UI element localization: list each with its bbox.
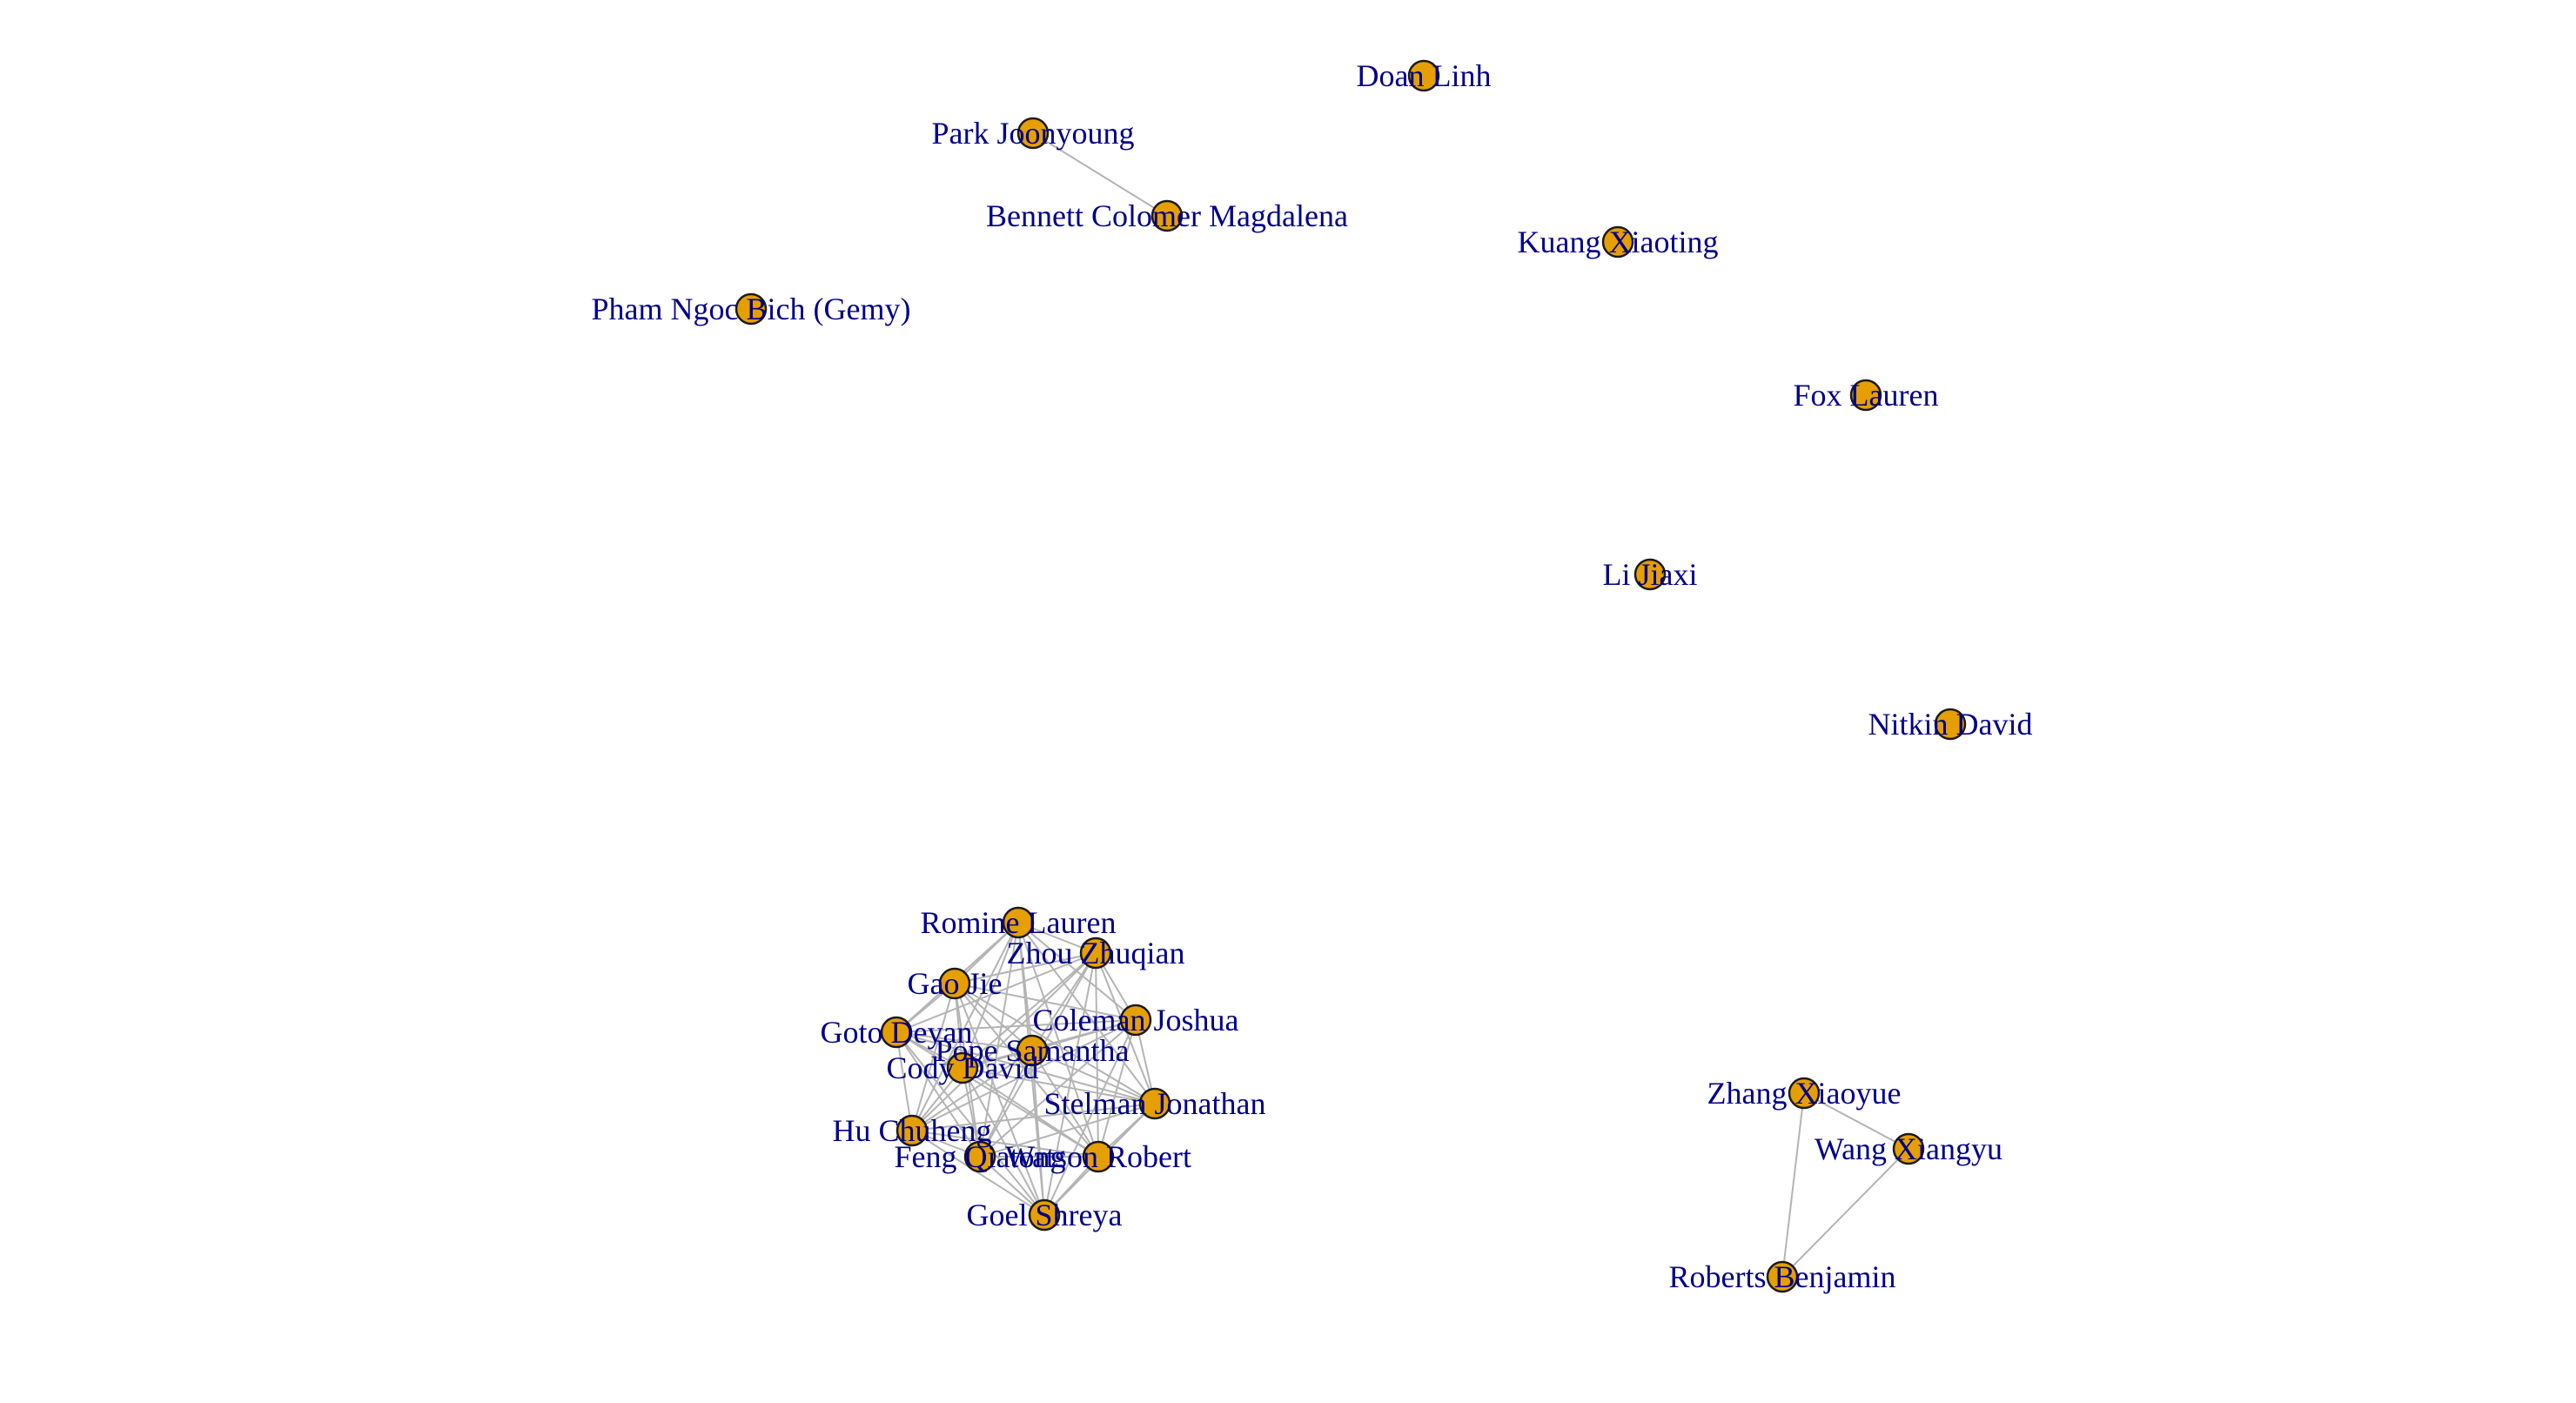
node-label-pope: Pope Samantha [936, 1033, 1130, 1068]
node-label-roberts: Roberts Benjamin [1669, 1259, 1896, 1294]
edge-zhang-wang [1803, 1092, 1909, 1150]
edge-zhou-cody [962, 952, 1097, 1069]
edge-gao-coleman [954, 983, 1137, 1021]
node-kuang [1601, 225, 1634, 258]
node-label-doan: Doan Linh [1357, 58, 1492, 93]
node-label-park: Park Joonyoung [932, 116, 1135, 151]
edge-gao-hu [911, 983, 956, 1131]
node-li [1633, 558, 1667, 591]
node-label-stelman: Stelman Jonathan [1044, 1086, 1266, 1121]
node-fox [1849, 379, 1882, 412]
node-label-feng: Feng Qiatong [895, 1139, 1066, 1174]
edge-zhang-roberts [1781, 1092, 1805, 1278]
node-layer [735, 59, 1967, 1293]
node-label-goel: Goel Shreya [967, 1198, 1123, 1232]
node-label-wang: Wang Xiangyu [1815, 1131, 2002, 1166]
node-pope [1016, 1034, 1049, 1067]
edge-zhou-gao [954, 952, 1097, 984]
edge-park-bennett [1032, 132, 1168, 217]
node-roberts [1766, 1260, 1799, 1293]
edge-pope-stelman [1031, 1050, 1156, 1104]
edge-goto-feng [896, 1031, 981, 1158]
node-coleman [1119, 1004, 1152, 1037]
edge-hu-goel [911, 1130, 1045, 1216]
node-label-gao: Gao Jie [908, 966, 1003, 1001]
edge-pope-hu [911, 1050, 1033, 1131]
node-label-nitkin: Nitkin David [1868, 707, 2033, 742]
edge-wang-roberts [1781, 1148, 1909, 1278]
node-label-li: Li Jiaxi [1603, 557, 1698, 592]
edge-romine-feng [979, 922, 1019, 1158]
node-nitkin [1934, 708, 1967, 741]
node-goel [1028, 1198, 1061, 1232]
edge-cody-watson [962, 1067, 1099, 1158]
node-cody [946, 1051, 979, 1084]
edge-zhou-goel [1043, 952, 1097, 1216]
node-label-watson: Watson Robert [1005, 1139, 1191, 1174]
node-pham [735, 292, 768, 326]
node-label-hu: Hu Chuheng [833, 1113, 992, 1148]
node-romine [1002, 906, 1035, 939]
node-label-zhou: Zhou Zhuqian [1007, 936, 1185, 970]
edge-hu-watson [911, 1130, 1099, 1158]
node-label-goto: Goto Deyan [821, 1015, 973, 1050]
node-zhou [1079, 936, 1112, 970]
node-label-zhang: Zhang Xiaoyue [1707, 1076, 1902, 1111]
edge-romine-watson [1017, 922, 1099, 1158]
edge-romine-hu [911, 922, 1019, 1131]
edge-goto-hu [896, 1031, 913, 1131]
node-gao [938, 967, 971, 1000]
label-layer: Doan Linh Park Joonyoung Bennett Colomer M… [592, 58, 2033, 1294]
node-feng [963, 1140, 996, 1173]
edge-coleman-goto [896, 1019, 1137, 1033]
edge-layer [896, 132, 1909, 1278]
edge-goto-pope [896, 1031, 1033, 1051]
node-stelman [1138, 1087, 1171, 1120]
edge-coleman-watson [1097, 1019, 1137, 1158]
edge-stelman-feng [979, 1103, 1156, 1158]
edge-goto-stelman [896, 1031, 1156, 1104]
node-label-coleman: Coleman Joshua [1033, 1003, 1239, 1037]
node-bennett [1150, 199, 1184, 232]
edge-coleman-feng [979, 1019, 1137, 1158]
edge-romine-stelman [1017, 922, 1156, 1104]
node-doan [1407, 59, 1440, 92]
edge-pope-watson [1031, 1050, 1099, 1158]
edge-goto-watson [896, 1031, 1099, 1158]
node-park [1016, 117, 1050, 150]
edge-pope-goel [1031, 1050, 1045, 1216]
edge-stelman-hu [911, 1103, 1156, 1131]
edge-cody-stelman [962, 1067, 1156, 1104]
node-label-fox: Fox Lauren [1794, 378, 1939, 413]
node-label-kuang: Kuang Xiaoting [1518, 225, 1719, 259]
node-wang [1892, 1132, 1925, 1165]
node-goto [880, 1016, 913, 1049]
edge-pope-feng [979, 1050, 1033, 1158]
node-label-bennett: Bennett Colomer Magdalena [986, 198, 1348, 233]
node-watson [1082, 1140, 1115, 1173]
node-zhang [1788, 1077, 1821, 1110]
edge-zhou-pope [1031, 952, 1097, 1051]
node-label-romine: Romine Lauren [921, 905, 1117, 940]
edge-gao-goel [954, 983, 1045, 1216]
edge-gao-pope [954, 983, 1033, 1051]
edge-cody-goel [962, 1067, 1045, 1216]
node-hu [896, 1114, 929, 1147]
node-label-cody: Cody David [887, 1051, 1039, 1085]
edge-coleman-goel [1043, 1019, 1137, 1216]
node-label-pham: Pham Ngoc Bich (Gemy) [592, 292, 911, 326]
